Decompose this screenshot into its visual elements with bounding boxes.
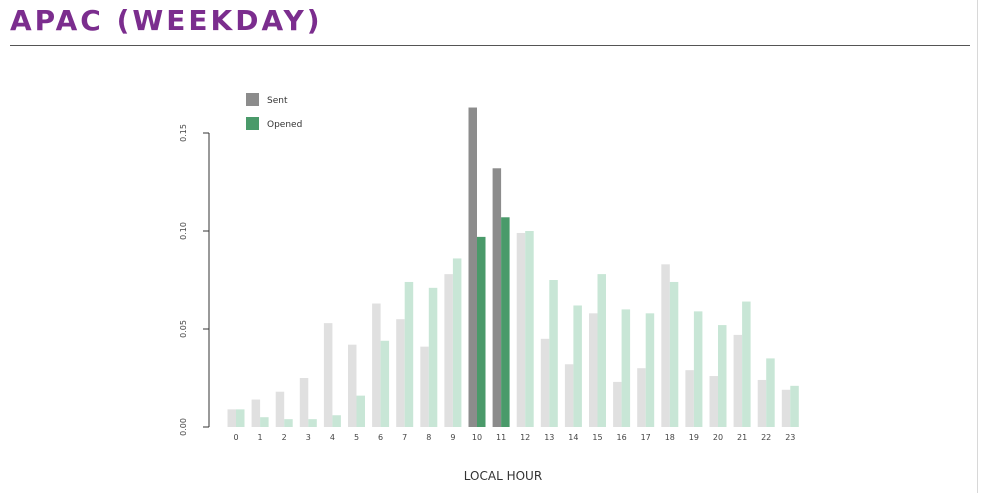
bar-opened-21 [742, 301, 751, 427]
legend-label-opened: Opened [267, 120, 302, 130]
page-right-border [977, 0, 978, 493]
x-tick-label: 16 [617, 433, 627, 442]
bar-opened-9 [452, 258, 462, 427]
x-tick-label: 3 [306, 433, 311, 442]
bar-sent-7 [396, 319, 405, 427]
x-tick-label: 19 [689, 433, 699, 442]
title-divider [10, 45, 970, 46]
bar-sent-22 [757, 379, 767, 427]
bar-opened-12 [525, 231, 534, 427]
bar-opened-4 [332, 415, 341, 427]
bar-opened-1 [260, 417, 269, 427]
bar-opened-5 [356, 395, 365, 427]
bar-sent-12 [516, 232, 526, 427]
y-tick-label: 0.10 [179, 222, 188, 240]
bar-opened-2 [284, 419, 293, 427]
x-tick-label: 6 [378, 433, 383, 442]
x-tick-label: 11 [496, 433, 506, 442]
y-tick-label: 0.00 [179, 418, 188, 436]
bar-sent-10 [468, 107, 477, 428]
x-tick-label: 21 [737, 433, 747, 442]
x-tick-label: 20 [713, 433, 723, 442]
legend-swatch-opened [246, 117, 259, 130]
x-tick-label: 2 [282, 433, 287, 442]
x-axis-ticks: 0 1 2 3 4 5 6 7 8 9 10 11 12 13 14 15 16 17 18 19 20 21 22 23 [233, 433, 795, 442]
bar-opened-22 [766, 358, 775, 427]
legend-swatch-sent [246, 93, 259, 106]
x-tick-label: 8 [426, 433, 431, 442]
bar-sent-16 [613, 381, 622, 427]
bar-sent-14 [564, 364, 574, 427]
x-tick-label: 0 [233, 433, 238, 442]
bar-opened-7 [404, 281, 414, 427]
x-tick-label: 15 [592, 433, 602, 442]
bar-sent-23 [781, 389, 791, 427]
bar-opened-16 [621, 309, 631, 427]
bar-sent-11 [492, 168, 502, 427]
y-tick-label: 0.05 [179, 320, 188, 338]
bar-opened-11 [501, 217, 510, 427]
x-tick-label: 7 [402, 433, 407, 442]
bar-opened-13 [549, 280, 558, 427]
bar-opened-0 [236, 409, 245, 427]
bar-sent-0 [227, 409, 236, 427]
bar-sent-15 [589, 313, 598, 427]
x-axis-title: LOCAL HOUR [464, 469, 542, 483]
bar-opened-6 [380, 340, 390, 427]
legend: Sent Opened [246, 93, 302, 130]
bar-opened-10 [477, 236, 486, 427]
legend-label-sent: Sent [267, 96, 288, 106]
bar-sent-21 [733, 334, 743, 427]
bar-sent-6 [372, 303, 381, 427]
bar-sent-19 [685, 370, 694, 427]
bar-sent-9 [444, 274, 453, 427]
y-tick-label: 0.15 [179, 124, 188, 142]
bar-opened-23 [790, 385, 799, 427]
bar-opened-15 [597, 274, 606, 427]
x-tick-label: 18 [665, 433, 675, 442]
bar-sent-13 [540, 338, 550, 427]
x-tick-label: 10 [472, 433, 482, 442]
page-title: APAC (WEEKDAY) [10, 4, 323, 37]
bar-sent-1 [251, 399, 261, 427]
x-tick-label: 1 [258, 433, 263, 442]
x-tick-label: 17 [641, 433, 651, 442]
bar-sent-3 [299, 378, 309, 427]
bar-sent-18 [661, 264, 670, 427]
y-axis: 0.00 0.05 0.10 0.15 [179, 124, 210, 436]
bar-opened-14 [573, 305, 582, 427]
bar-opened-18 [669, 281, 679, 427]
x-tick-label: 14 [568, 433, 578, 442]
bar-sent-4 [323, 323, 333, 427]
bar-opened-20 [718, 325, 727, 427]
bar-opened-17 [645, 313, 655, 427]
bar-opened-19 [693, 311, 703, 427]
x-tick-label: 5 [354, 433, 359, 442]
chart-bars [227, 107, 799, 428]
x-tick-label: 13 [544, 433, 554, 442]
x-tick-label: 9 [450, 433, 455, 442]
bar-sent-2 [275, 391, 285, 427]
x-tick-label: 22 [761, 433, 771, 442]
x-tick-label: 12 [520, 433, 530, 442]
bar-sent-5 [348, 344, 357, 427]
bar-sent-17 [637, 368, 646, 427]
x-tick-label: 4 [330, 433, 335, 442]
bar-sent-8 [420, 346, 429, 427]
bar-opened-3 [308, 419, 317, 427]
bar-sent-20 [709, 376, 718, 427]
x-tick-label: 23 [785, 433, 795, 442]
bar-opened-8 [428, 287, 438, 427]
